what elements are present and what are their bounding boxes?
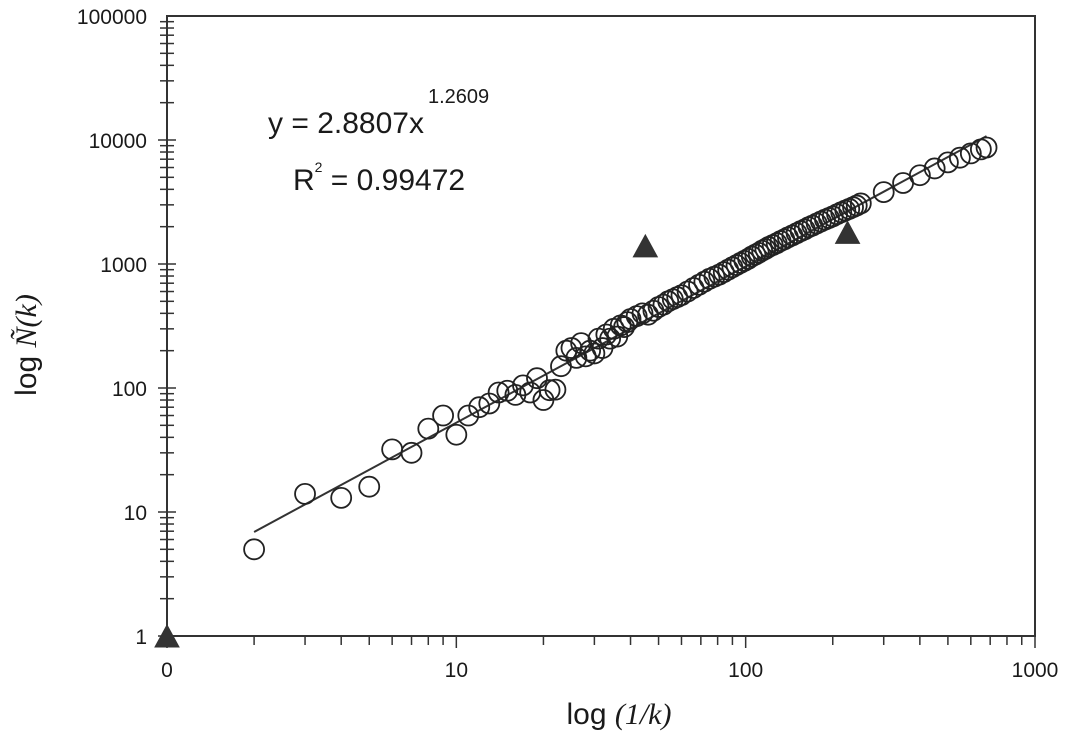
data-point-triangle — [834, 220, 861, 244]
y-axis-title: log Ñ(k) — [10, 294, 43, 396]
data-point-circle — [908, 164, 931, 187]
data-point-circle — [294, 482, 316, 505]
y-tick-label: 10000 — [89, 130, 147, 153]
x-axis-title: log (1/k) — [566, 698, 671, 731]
data-point-circle — [358, 475, 381, 498]
data-point-triangle — [154, 623, 180, 648]
data-point-circle — [579, 339, 602, 362]
axis-tick-labels: 0 10 100 1000 1 10 100 1000 10000 100000 — [77, 6, 1058, 682]
data-point-circle — [937, 151, 959, 174]
data-point-circle — [457, 404, 480, 427]
x-tick-label: 100 — [728, 659, 763, 682]
data-point-circle — [975, 136, 998, 159]
data-point-circle — [849, 192, 872, 215]
trend-equation: y = 2.8807x1.2609 — [268, 86, 489, 140]
y-tick-label: 10 — [124, 502, 147, 525]
data-point-circle — [670, 284, 693, 307]
data-point-circle — [923, 157, 946, 180]
y-tick-label: 100 — [112, 378, 147, 401]
data-point-circle — [845, 194, 868, 217]
data-point-circle — [400, 441, 423, 464]
x-tick-label: 1000 — [1012, 659, 1059, 682]
data-point-circle — [948, 146, 971, 169]
data-point-circle — [872, 181, 895, 204]
data-point-triangle — [632, 233, 659, 258]
axis-ticks — [158, 20, 1036, 648]
data-point-circle — [526, 367, 548, 390]
data-point-circle — [613, 316, 635, 338]
data-point-circle — [544, 378, 567, 401]
y-tick-label: 1 — [135, 626, 147, 649]
y-tick-label: 100000 — [77, 6, 147, 29]
data-point-circle — [693, 270, 716, 293]
data-point-circle — [751, 239, 774, 262]
data-point-circle — [468, 396, 491, 419]
plot-frame — [166, 15, 1036, 637]
x-tick-label: 0 — [161, 659, 173, 682]
data-point-circle — [432, 404, 454, 427]
data-points — [154, 136, 998, 648]
data-point-circle — [676, 280, 699, 303]
data-point-circle — [682, 277, 705, 299]
data-point-circle — [487, 381, 510, 404]
data-point-circle — [512, 374, 534, 397]
data-point-circle — [330, 486, 353, 509]
trend-exponent: 1.2609 — [428, 86, 489, 108]
trend-r-squared: R2 = 0.99472 — [293, 159, 465, 197]
data-point-circle — [538, 379, 561, 402]
x-tick-label: 10 — [445, 659, 468, 682]
data-point-circle — [417, 417, 440, 440]
data-point-circle — [243, 538, 265, 561]
trendline-group — [253, 135, 988, 533]
trendline — [253, 135, 988, 533]
data-point-circle — [445, 423, 468, 446]
y-tick-label: 1000 — [100, 254, 147, 277]
data-point-circle — [959, 142, 982, 165]
data-point-circle — [666, 286, 689, 309]
